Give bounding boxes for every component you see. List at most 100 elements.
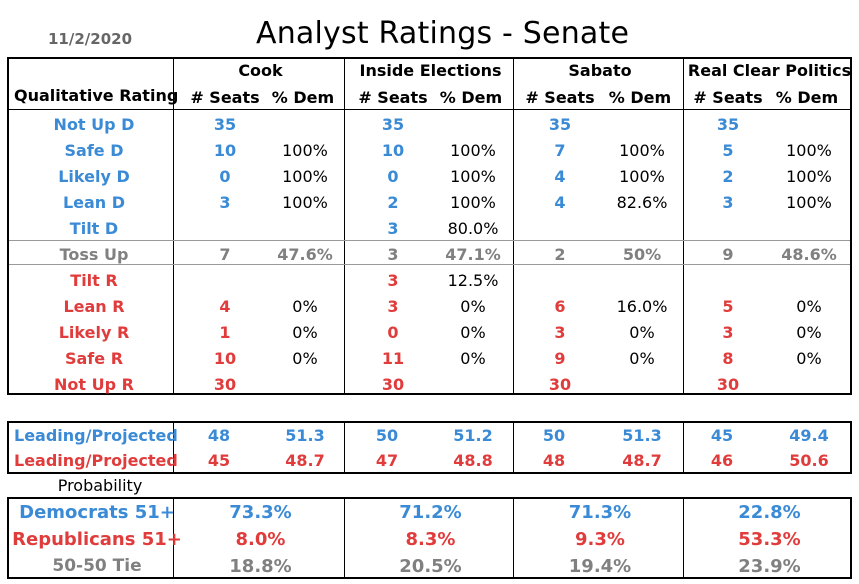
dem-pct-cell: 100% xyxy=(282,193,328,212)
dem-header: % Dem xyxy=(608,88,672,107)
dem-pct-cell: 100% xyxy=(786,193,832,212)
dem-pct-cell: 0% xyxy=(292,323,318,342)
probability-row-label: Democrats 51+ xyxy=(19,502,175,523)
row-header: Qualitative Rating xyxy=(14,86,179,105)
projected-seats: 47 xyxy=(375,451,399,470)
rating-label: Not Up R xyxy=(54,375,134,394)
seats-cell: 9 xyxy=(722,245,734,264)
column-divider xyxy=(344,59,345,393)
probability-value: 9.3% xyxy=(575,529,625,550)
seats-cell: 0 xyxy=(387,323,399,342)
probability-value: 18.8% xyxy=(229,556,292,577)
seats-cell: 3 xyxy=(387,271,399,290)
rating-label: Lean R xyxy=(63,297,125,316)
seats-cell: 7 xyxy=(554,141,566,160)
seats-cell: 4 xyxy=(554,167,566,186)
dem-pct-cell: 80.0% xyxy=(447,219,499,238)
seats-header: # Seats xyxy=(525,88,595,107)
rating-label: Safe R xyxy=(64,349,124,368)
probability-value: 73.3% xyxy=(229,502,292,523)
projected-seats: 48 xyxy=(207,426,231,445)
probability-value: 71.3% xyxy=(568,502,632,523)
column-divider xyxy=(344,499,345,577)
seats-cell: 35 xyxy=(213,115,237,134)
dem-pct-cell: 0% xyxy=(460,323,486,342)
projected-seats: 48 xyxy=(542,451,566,470)
probability-value: 53.3% xyxy=(738,529,801,550)
dem-pct-cell: 100% xyxy=(450,141,496,160)
seats-header: # Seats xyxy=(190,88,260,107)
dem-pct-cell: 0% xyxy=(460,349,486,368)
tossup-divider-top xyxy=(9,240,850,241)
dem-pct-cell: 0% xyxy=(292,349,318,368)
seats-cell: 10 xyxy=(381,141,405,160)
projected-label: Leading/Projected xyxy=(14,426,178,445)
dem-pct-cell: 0% xyxy=(292,297,318,316)
column-divider xyxy=(683,59,684,393)
rating-label: Toss Up xyxy=(59,245,129,264)
rating-label: Tilt D xyxy=(69,219,119,238)
source-header: Cook xyxy=(238,61,283,80)
column-divider xyxy=(513,499,514,577)
seats-cell: 30 xyxy=(548,375,572,394)
tossup-divider-bottom xyxy=(9,264,850,265)
column-divider xyxy=(513,423,514,472)
projected-pct: 48.7 xyxy=(285,451,325,470)
source-header: Sabato xyxy=(568,61,632,80)
seats-cell: 3 xyxy=(219,193,231,212)
dem-header: % Dem xyxy=(271,88,335,107)
dem-pct-cell: 16.0% xyxy=(616,297,668,316)
seats-cell: 6 xyxy=(554,297,566,316)
dem-pct-cell: 12.5% xyxy=(447,271,499,290)
dem-pct-cell: 100% xyxy=(786,167,832,186)
probability-value: 19.4% xyxy=(568,556,632,577)
projected-seats: 45 xyxy=(207,451,231,470)
dem-pct-cell: 82.6% xyxy=(616,193,668,212)
dem-pct-cell: 47.1% xyxy=(445,245,501,264)
seats-cell: 3 xyxy=(387,245,399,264)
projected-seats: 50 xyxy=(542,426,566,445)
dem-pct-cell: 0% xyxy=(629,323,655,342)
seats-cell: 9 xyxy=(554,349,566,368)
seats-header: # Seats xyxy=(693,88,763,107)
projected-seats: 46 xyxy=(710,451,734,470)
seats-cell: 3 xyxy=(554,323,566,342)
seats-cell: 4 xyxy=(219,297,231,316)
seats-cell: 10 xyxy=(213,141,237,160)
seats-cell: 7 xyxy=(219,245,231,264)
dem-pct-cell: 50% xyxy=(622,245,662,264)
seats-cell: 11 xyxy=(381,349,405,368)
probability-value: 20.5% xyxy=(399,556,462,577)
dem-pct-cell: 100% xyxy=(450,193,496,212)
column-divider xyxy=(683,499,684,577)
column-divider xyxy=(173,423,174,472)
dem-pct-cell: 0% xyxy=(629,349,655,368)
page-title: Analyst Ratings - Senate xyxy=(256,16,630,51)
projected-seats: 45 xyxy=(710,426,734,445)
rating-label: Tilt R xyxy=(70,271,118,290)
dem-pct-cell: 0% xyxy=(796,323,822,342)
probability-value: 8.0% xyxy=(235,529,286,550)
seats-cell: 0 xyxy=(219,167,231,186)
seats-cell: 35 xyxy=(716,115,740,134)
dem-pct-cell: 100% xyxy=(282,167,328,186)
seats-cell: 2 xyxy=(722,167,734,186)
dem-pct-cell: 0% xyxy=(796,297,822,316)
seats-cell: 3 xyxy=(387,297,399,316)
probability-value: 8.3% xyxy=(405,529,456,550)
projected-pct: 51.3 xyxy=(622,426,662,445)
column-divider xyxy=(683,423,684,472)
seats-cell: 5 xyxy=(722,297,734,316)
projected-seats: 50 xyxy=(375,426,399,445)
projected-pct: 51.2 xyxy=(453,426,493,445)
rating-label: Lean D xyxy=(62,193,126,212)
seats-cell: 5 xyxy=(722,141,734,160)
seats-cell: 3 xyxy=(722,323,734,342)
seats-cell: 30 xyxy=(213,375,237,394)
column-divider xyxy=(173,499,174,577)
probability-value: 71.2% xyxy=(399,502,462,523)
dem-pct-cell: 0% xyxy=(460,297,486,316)
dem-pct-cell: 48.6% xyxy=(781,245,837,264)
seats-cell: 2 xyxy=(554,245,566,264)
seats-cell: 10 xyxy=(213,349,237,368)
